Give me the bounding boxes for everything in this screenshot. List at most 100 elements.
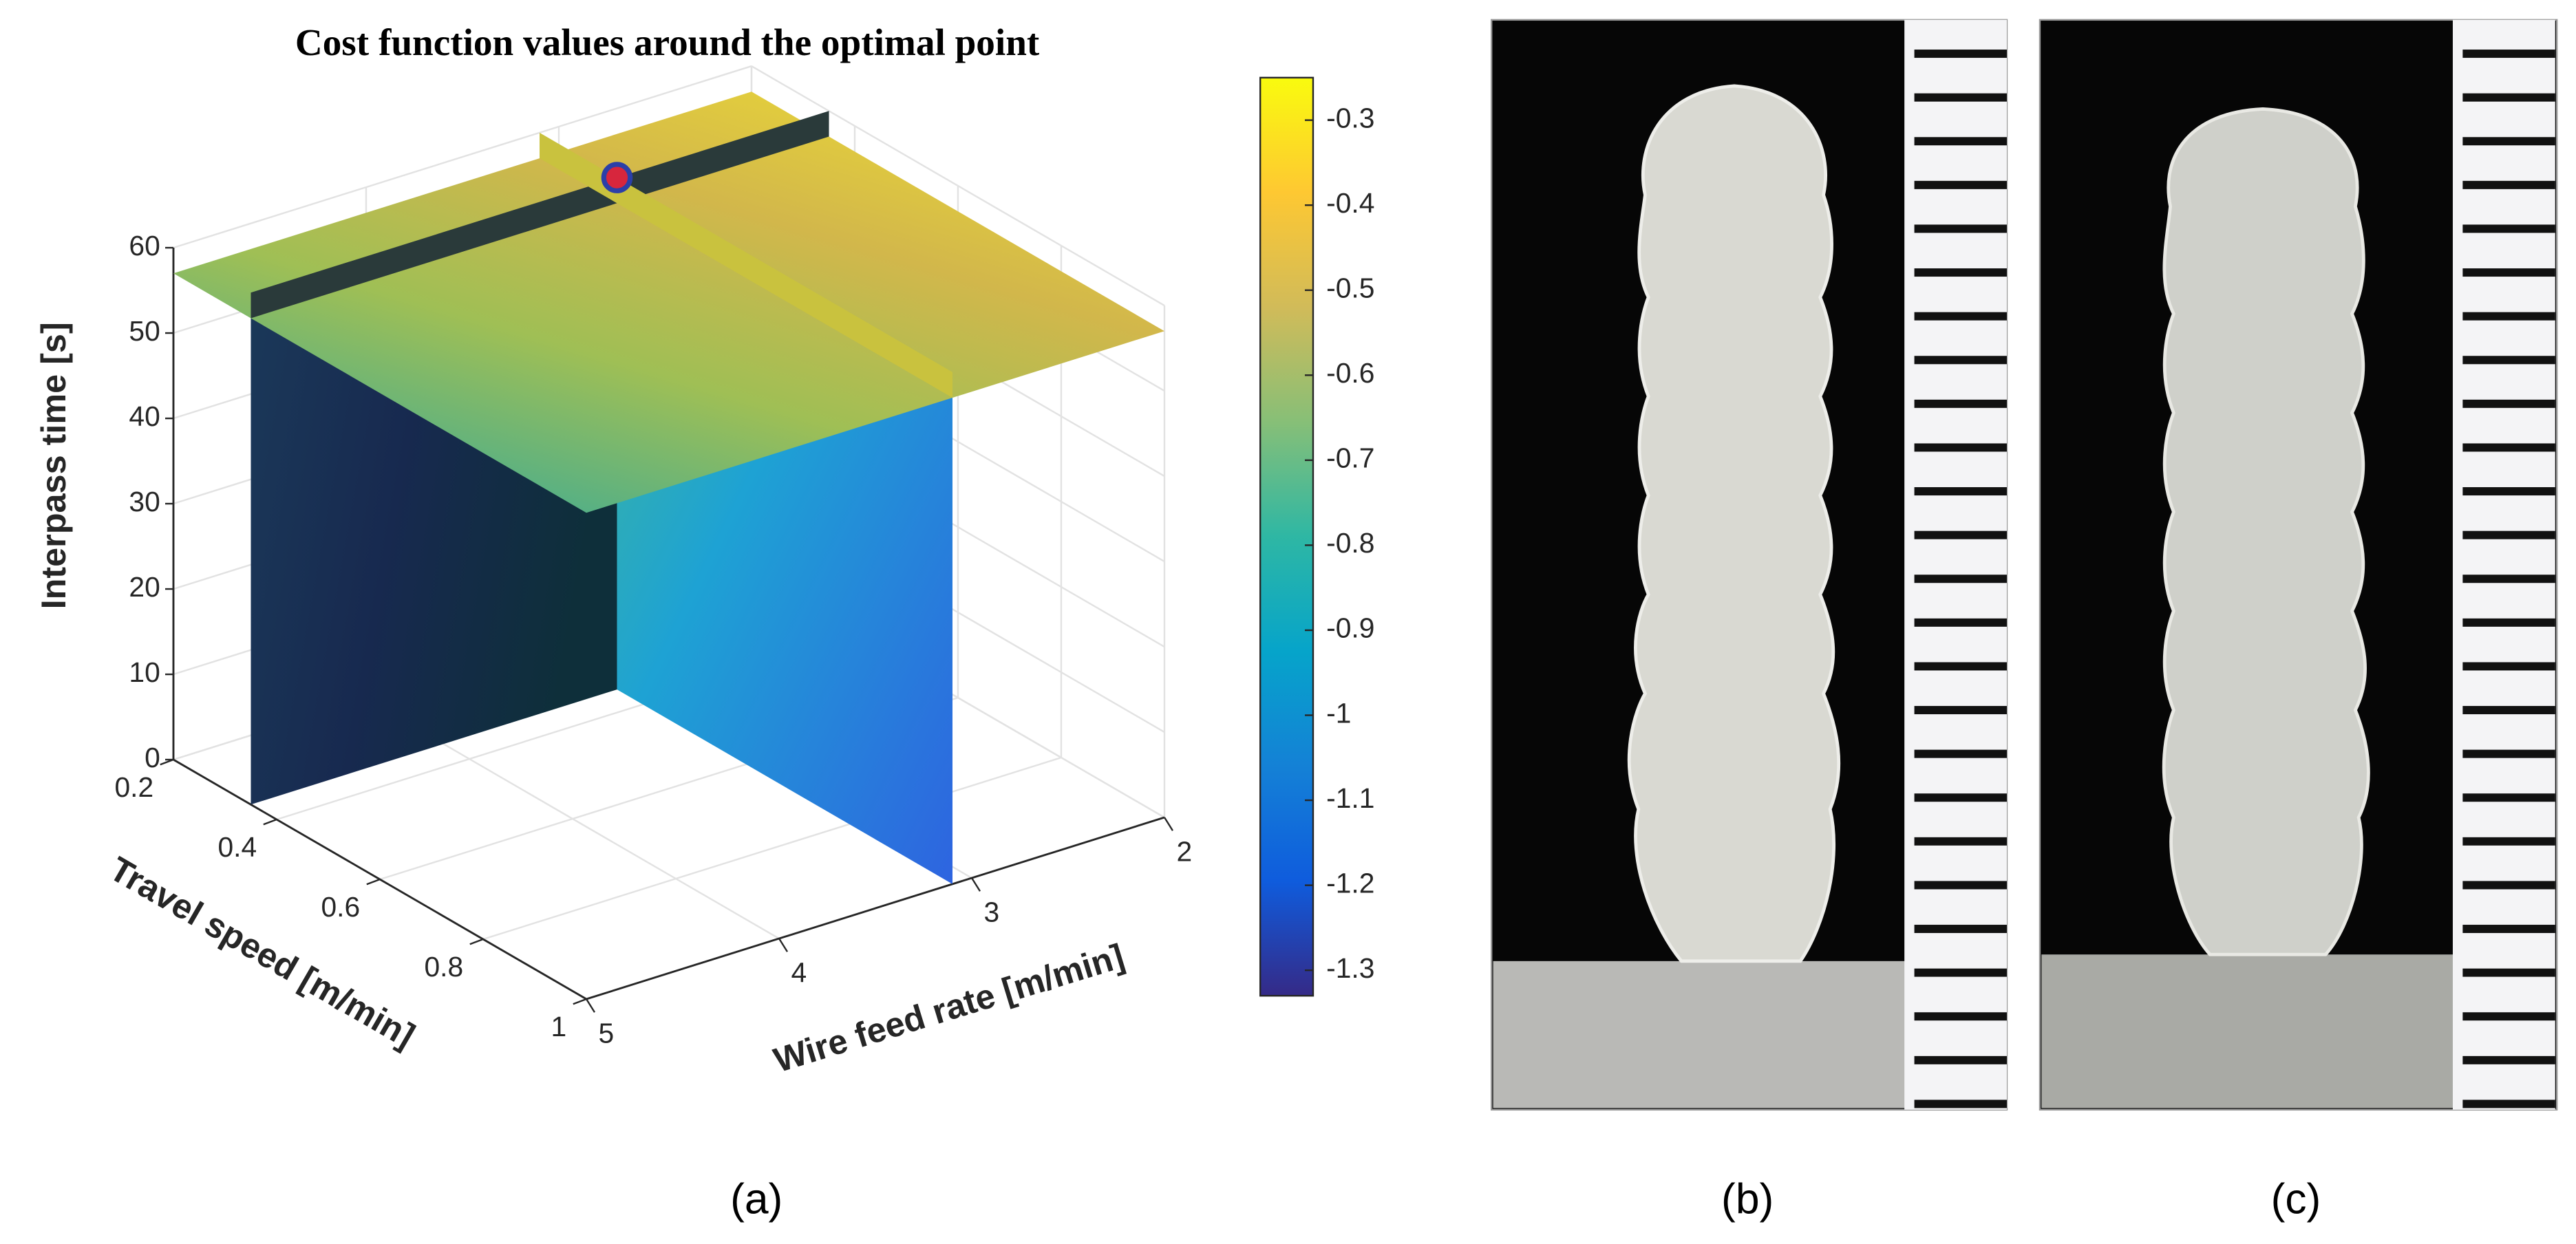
grid-line (482, 756, 1062, 941)
x-tick-label: 5 (598, 1018, 614, 1049)
z-tick-label: 0 (145, 742, 160, 773)
ruler-ticks (1914, 50, 2007, 1108)
bead (1627, 84, 1841, 963)
ruler-tick (1914, 575, 2007, 583)
ruler-tick (1914, 93, 2007, 102)
ruler-tick (2462, 356, 2555, 365)
y-tick-label: 0.4 (217, 831, 257, 863)
ruler-tick (1914, 662, 2007, 671)
y-tick-label: 1 (551, 1011, 567, 1042)
tick-mark (573, 998, 587, 1005)
slice-plane-time (173, 92, 1164, 513)
axis-line (586, 816, 1165, 1000)
ruler-tick (2462, 837, 2555, 846)
ruler-tick (1914, 137, 2007, 146)
ruler-tick (2462, 575, 2555, 583)
colorbar-tick-label: -0.3 (1326, 102, 1374, 133)
colorbar-tick-label: -0.5 (1326, 272, 1374, 304)
colorbar-tick-label: -0.4 (1326, 187, 1374, 219)
panel-label: (a) (730, 1176, 783, 1223)
ruler-tick (1914, 356, 2007, 365)
tick-mark (585, 998, 596, 1013)
colorbar-tick-label: -1.1 (1326, 782, 1374, 814)
ruler-tick (2462, 224, 2555, 233)
ruler-tick (1914, 1100, 2007, 1108)
ruler-tick (2462, 50, 2555, 58)
tick-mark (366, 878, 381, 886)
colorbar-tick-label: -1.3 (1326, 952, 1374, 984)
grid-line (173, 65, 752, 249)
chart-title: Cost function values around the optimal … (295, 21, 1040, 63)
ruler-tick (1914, 706, 2007, 715)
y-tick-label: 0.2 (114, 771, 153, 803)
slice-wall-speed-top (251, 111, 829, 319)
ruler-tick (2462, 1012, 2555, 1021)
ruler-tick (2462, 706, 2555, 715)
tick-mark (160, 758, 174, 766)
colorbar (1259, 76, 1314, 997)
photo-c (2039, 19, 2558, 1111)
z-tick-label: 60 (129, 230, 160, 261)
ruler-tick (2462, 1100, 2555, 1108)
ruler-tick (2462, 137, 2555, 146)
ruler-tick (2462, 268, 2555, 277)
ruler-tick (1914, 925, 2007, 934)
ruler-tick (2462, 180, 2555, 189)
ruler-tick (2462, 399, 2555, 408)
ruler-tick (1914, 793, 2007, 802)
photo-b (1490, 19, 2008, 1111)
ruler-tick (1914, 837, 2007, 846)
panel-label: (b) (1721, 1176, 1774, 1223)
z-tick-label: 10 (129, 656, 160, 688)
colorbar-tick-label: -0.7 (1326, 442, 1374, 474)
substrate (2041, 954, 2455, 1108)
colorbar-tick-label: -1 (1326, 697, 1351, 729)
ruler-tick (2462, 312, 2555, 321)
tick-mark (263, 818, 277, 826)
ruler-tick (1914, 487, 2007, 496)
ruler-tick (2462, 1055, 2555, 1064)
optimal-point (601, 162, 633, 193)
z-axis-label: Interpass time [s] (34, 322, 73, 609)
ruler-tick (2462, 749, 2555, 758)
ruler-tick (1914, 618, 2007, 627)
ruler-tick (1914, 530, 2007, 539)
bead (2162, 107, 2370, 956)
x-tick-label: 2 (1176, 836, 1192, 868)
ruler-tick (2462, 487, 2555, 496)
z-tick-label: 20 (129, 571, 160, 603)
ruler-tick (1914, 443, 2007, 452)
ruler-ticks (2462, 50, 2555, 1108)
ruler-tick (1914, 312, 2007, 321)
z-tick-label: 50 (129, 315, 160, 347)
ruler-tick (2462, 925, 2555, 934)
tick-mark (970, 877, 981, 892)
ruler-tick (1914, 749, 2007, 758)
y-tick-label: 0.6 (321, 891, 360, 923)
colorbar-tick-label: -0.9 (1326, 612, 1374, 644)
z-tick-label: 40 (129, 400, 160, 432)
ruler-tick (1914, 1012, 2007, 1021)
ruler-tick (1914, 224, 2007, 233)
ruler-tick (2462, 881, 2555, 890)
ruler-tick (2462, 662, 2555, 671)
ruler-tick (2462, 93, 2555, 102)
tick-mark (469, 938, 484, 945)
ruler-tick (1914, 268, 2007, 277)
tick-mark (778, 938, 789, 952)
y-axis-label: Travel speed [m/min] (103, 849, 421, 1055)
colorbar-tick-label: -0.6 (1326, 357, 1374, 389)
ruler-tick (1914, 968, 2007, 977)
ruler-tick (2462, 443, 2555, 452)
substrate (1493, 961, 1906, 1108)
ruler-tick (2462, 968, 2555, 977)
ruler-tick (1914, 881, 2007, 890)
ruler-tick (1914, 399, 2007, 408)
colorbar-tick-label: -1.2 (1326, 867, 1374, 899)
ruler-tick (2462, 793, 2555, 802)
ruler-tick (1914, 180, 2007, 189)
x-tick-label: 3 (983, 897, 999, 928)
ruler-tick (1914, 1055, 2007, 1064)
